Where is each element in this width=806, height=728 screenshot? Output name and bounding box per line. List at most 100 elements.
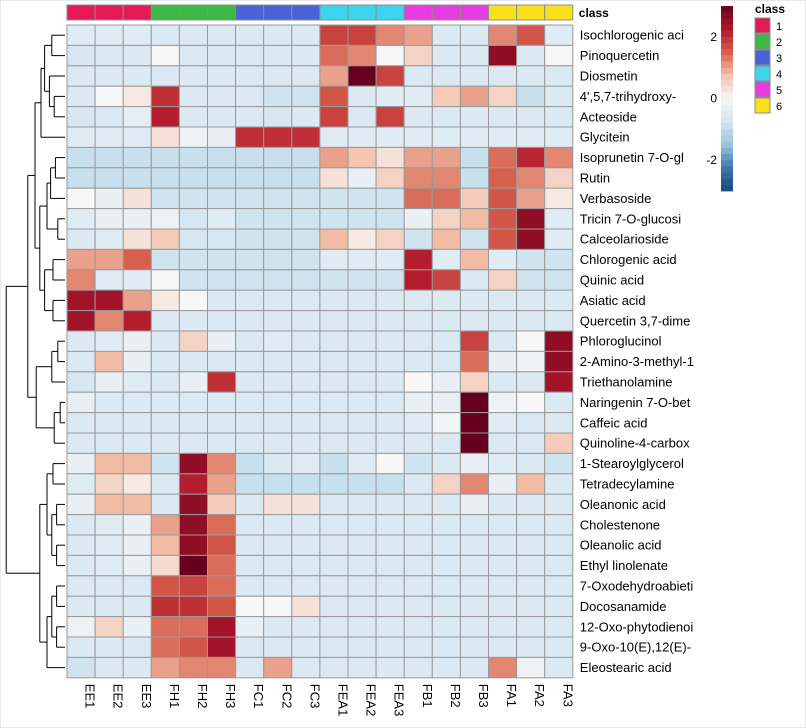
heatmap-cell bbox=[207, 24, 237, 46]
heatmap-cell bbox=[263, 106, 293, 128]
heatmap-cell bbox=[375, 473, 405, 495]
heatmap-cell bbox=[178, 514, 208, 536]
heatmap-cell bbox=[235, 412, 265, 434]
heatmap-cell bbox=[403, 371, 433, 393]
heatmap-cell bbox=[235, 24, 265, 46]
color-scale-segment bbox=[721, 92, 733, 99]
row-label: 4',5,7-trihydroxy- bbox=[580, 89, 676, 104]
heatmap-cell bbox=[375, 126, 405, 148]
heatmap-cell bbox=[235, 44, 265, 67]
heatmap-cell bbox=[347, 575, 377, 597]
heatmap-cell bbox=[122, 106, 152, 128]
heatmap-cell bbox=[263, 228, 293, 250]
heatmap-cell bbox=[235, 85, 265, 108]
heatmap-cell bbox=[291, 656, 321, 679]
heatmap-cell bbox=[150, 269, 180, 291]
heatmap-cell bbox=[150, 350, 180, 373]
color-scale-segment bbox=[721, 141, 733, 149]
heatmap-cell bbox=[544, 432, 574, 454]
heatmap-cell bbox=[235, 269, 265, 291]
heatmap-cell bbox=[544, 289, 574, 312]
heatmap-cell bbox=[319, 575, 349, 597]
heatmap-cell bbox=[235, 391, 265, 414]
heatmap-cell bbox=[459, 616, 489, 638]
heatmap-cell bbox=[347, 167, 377, 189]
heatmap-cell bbox=[291, 554, 321, 577]
heatmap-cell bbox=[488, 595, 518, 618]
heatmap-cell bbox=[403, 208, 433, 230]
heatmap-cell bbox=[235, 330, 265, 352]
heatmap-cell bbox=[122, 44, 152, 67]
color-scale-segment bbox=[721, 184, 733, 192]
heatmap-cell bbox=[235, 432, 265, 454]
heatmap-cell bbox=[459, 493, 489, 516]
heatmap-cell bbox=[516, 554, 546, 577]
heatmap-cell bbox=[235, 228, 265, 250]
heatmap-cell bbox=[431, 106, 461, 128]
column-label: FA1 bbox=[504, 684, 519, 707]
heatmap-cell bbox=[459, 126, 489, 148]
heatmap-cell bbox=[403, 24, 433, 46]
heatmap-cell bbox=[431, 452, 461, 475]
heatmap-cell bbox=[263, 493, 293, 516]
heatmap-cell bbox=[178, 85, 208, 108]
heatmap-cell bbox=[291, 85, 321, 108]
heatmap-cell bbox=[544, 126, 574, 148]
heatmap-cell bbox=[66, 248, 96, 271]
heatmap-cell bbox=[488, 534, 518, 556]
heatmap-cell bbox=[431, 514, 461, 536]
heatmap-cell bbox=[122, 85, 152, 108]
heatmap-cell bbox=[319, 289, 349, 312]
heatmap-cell bbox=[207, 44, 237, 67]
heatmap-cell bbox=[94, 595, 124, 618]
heatmap-cell bbox=[178, 554, 208, 577]
column-label: FEA2 bbox=[364, 684, 379, 717]
color-scale-tick-label: -2 bbox=[706, 153, 717, 167]
heatmap-cell bbox=[516, 514, 546, 536]
heatmap-cell bbox=[263, 350, 293, 373]
heatmap-cell bbox=[207, 452, 237, 475]
heatmap-cell bbox=[488, 228, 518, 250]
heatmap-cell bbox=[122, 534, 152, 556]
heatmap-cell bbox=[347, 106, 377, 128]
heatmap-cell bbox=[403, 289, 433, 312]
heatmap-cell bbox=[235, 554, 265, 577]
heatmap-cell bbox=[488, 146, 518, 169]
heatmap-cell bbox=[375, 310, 405, 332]
heatmap-cell bbox=[94, 391, 124, 414]
heatmap-cell bbox=[431, 248, 461, 271]
heatmap-cell bbox=[516, 595, 546, 618]
heatmap-cell bbox=[459, 85, 489, 108]
heatmap-cell bbox=[235, 208, 265, 230]
row-label: 12-Oxo-phytodienoi bbox=[580, 619, 694, 634]
heatmap-cell bbox=[459, 514, 489, 536]
heatmap-cell bbox=[431, 656, 461, 679]
heatmap-cell bbox=[291, 412, 321, 434]
heatmap-cell bbox=[459, 248, 489, 271]
heatmap-cell bbox=[319, 554, 349, 577]
column-labels: EE1 EE2 EE3 FH1 FH2 FH3 FC1 FC2 FC3 FEA1 FEA2 FEA3 F… bbox=[83, 684, 576, 717]
heatmap-cell bbox=[178, 208, 208, 230]
heatmap-cell bbox=[431, 208, 461, 230]
heatmap-cell bbox=[207, 514, 237, 536]
heatmap-cell bbox=[150, 616, 180, 638]
heatmap-cell bbox=[94, 371, 124, 393]
heatmap-cell bbox=[403, 412, 433, 434]
heatmap-cell bbox=[459, 228, 489, 250]
heatmap-cell bbox=[516, 432, 546, 454]
heatmap-cell bbox=[291, 391, 321, 414]
heatmap-cell bbox=[235, 187, 265, 210]
annotation-cell bbox=[263, 4, 293, 21]
heatmap-cell bbox=[516, 616, 546, 638]
heatmap-cell bbox=[66, 636, 96, 658]
heatmap-cell bbox=[516, 636, 546, 658]
heatmap-cell bbox=[150, 106, 180, 128]
class-annotation-bar bbox=[66, 4, 574, 21]
annotation-cell bbox=[235, 4, 265, 21]
heatmap-cell bbox=[263, 146, 293, 169]
row-dendrogram bbox=[5, 34, 65, 669]
heatmap-cell bbox=[459, 473, 489, 495]
heatmap-cell bbox=[207, 595, 237, 618]
color-scale-bar: 2 0 -2 bbox=[706, 6, 733, 192]
heatmap-cell bbox=[66, 554, 96, 577]
